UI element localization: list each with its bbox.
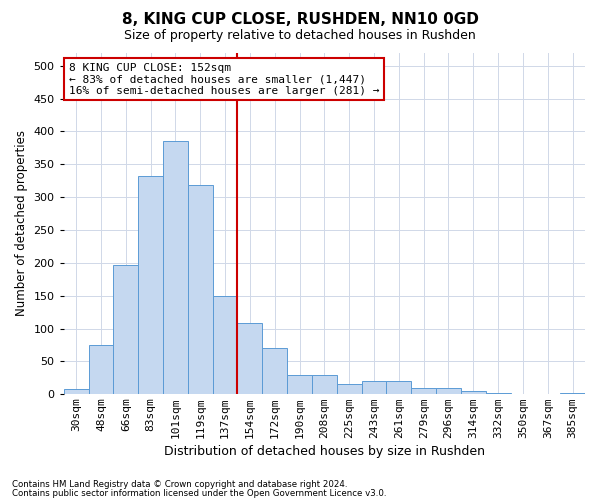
- Bar: [262, 348, 287, 395]
- Bar: [312, 374, 337, 394]
- Bar: [64, 389, 89, 394]
- Bar: [188, 186, 212, 394]
- Bar: [436, 388, 461, 394]
- Text: Contains HM Land Registry data © Crown copyright and database right 2024.: Contains HM Land Registry data © Crown c…: [12, 480, 347, 489]
- Bar: [138, 176, 163, 394]
- Bar: [89, 345, 113, 395]
- Bar: [560, 393, 585, 394]
- Bar: [411, 388, 436, 394]
- Text: 8 KING CUP CLOSE: 152sqm
← 83% of detached houses are smaller (1,447)
16% of sem: 8 KING CUP CLOSE: 152sqm ← 83% of detach…: [69, 63, 379, 96]
- Bar: [212, 296, 238, 394]
- Bar: [238, 324, 262, 394]
- Y-axis label: Number of detached properties: Number of detached properties: [15, 130, 28, 316]
- Text: 8, KING CUP CLOSE, RUSHDEN, NN10 0GD: 8, KING CUP CLOSE, RUSHDEN, NN10 0GD: [122, 12, 478, 28]
- Text: Size of property relative to detached houses in Rushden: Size of property relative to detached ho…: [124, 29, 476, 42]
- Bar: [461, 391, 486, 394]
- Bar: [362, 381, 386, 394]
- Bar: [287, 374, 312, 394]
- Bar: [163, 141, 188, 395]
- Bar: [486, 393, 511, 394]
- Bar: [337, 384, 362, 394]
- Text: Contains public sector information licensed under the Open Government Licence v3: Contains public sector information licen…: [12, 488, 386, 498]
- Bar: [113, 265, 138, 394]
- Bar: [386, 381, 411, 394]
- X-axis label: Distribution of detached houses by size in Rushden: Distribution of detached houses by size …: [164, 444, 485, 458]
